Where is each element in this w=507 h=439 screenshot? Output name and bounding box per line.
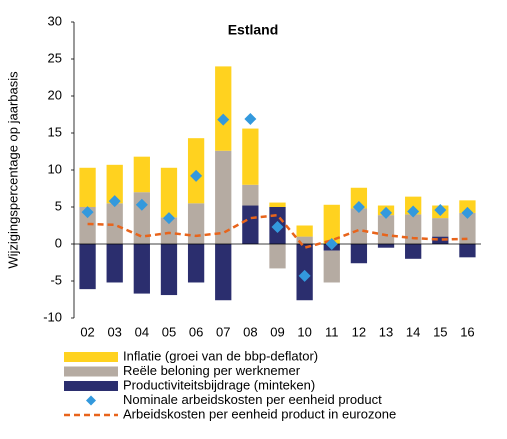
x-tick-label: 16 [460,324,474,339]
bar [79,207,96,244]
diamond [352,201,365,213]
diamond [271,220,284,233]
bar [242,128,259,185]
x-tick-label: 14 [406,324,420,339]
bar [106,164,123,204]
y-tick-label: 25 [48,50,62,65]
legend-swatch [64,352,118,362]
bar [215,244,232,301]
diamond [434,203,447,216]
legend-label: Arbeidskosten per eenheid product in eur… [123,406,396,421]
bar [350,244,368,264]
diamond [244,112,257,125]
bar [296,236,313,244]
bar [215,66,232,151]
bar [242,205,259,244]
y-tick-label: 30 [48,13,62,28]
bar [350,208,368,244]
chart-title: Estland [228,22,279,38]
bar [269,202,286,207]
bar [350,187,368,209]
y-tick-label: 15 [48,124,62,139]
diamond [407,205,420,218]
bar [459,212,476,244]
bar [133,244,150,294]
x-tick-label: 06 [189,324,203,339]
line [87,213,468,250]
bar [187,203,205,244]
bar [79,244,96,290]
legend-swatch [64,381,118,391]
diamond [217,113,230,126]
bar [133,156,150,193]
bar [432,236,449,244]
diamond [380,206,393,219]
y-tick-label: 0 [55,235,62,250]
bar [79,167,96,207]
bar [160,217,178,244]
legend-swatch [86,395,96,406]
legend-label: Nominale arbeidskosten per eenheid produ… [123,392,382,407]
diamond [162,212,175,225]
bar [160,167,178,218]
x-tick-label: 13 [379,324,393,339]
bar [405,214,422,244]
bar [459,200,476,213]
x-tick-label: 04 [135,324,149,339]
bar [269,244,286,269]
x-tick-label: 08 [243,324,257,339]
y-tick-label: 5 [55,198,62,213]
bar [377,215,395,244]
bar [187,244,205,283]
y-axis-label: Wijzigingspercentage op jaarbasis [5,71,20,269]
y-tick-label: -5 [50,272,62,287]
diamond [108,195,121,208]
y-tick-label: 10 [48,161,62,176]
bar [215,150,232,244]
x-tick-label: 03 [107,324,121,339]
bar [106,203,123,244]
diamond [190,169,203,182]
bar [323,204,340,244]
diamond [325,238,338,250]
bar [296,225,313,237]
bar [405,244,422,259]
x-tick-label: 09 [270,324,284,339]
diamond [298,269,311,282]
legend-label: Inflatie (groei van de bbp-deflator) [123,348,318,363]
bar [323,250,340,283]
diamond [461,206,474,219]
x-tick-label: 02 [80,324,94,339]
bar [377,244,395,248]
x-tick-label: 12 [352,324,366,339]
legend-label: Productiviteitsbijdrage (minteken) [123,377,315,392]
bar [106,244,123,283]
legend-swatch [64,366,118,377]
y-tick-label: 20 [48,87,62,102]
bar [242,184,259,206]
y-tick-label: -10 [43,309,62,324]
x-tick-label: 05 [162,324,176,339]
bar [432,218,449,237]
bar [160,244,178,296]
x-tick-label: 15 [433,324,447,339]
bar [459,244,476,258]
diamond [135,198,148,211]
x-tick-label: 11 [325,324,339,339]
diamond [81,206,94,219]
x-tick-label: 10 [297,324,311,339]
legend-label: Reële beloning per werknemer [123,363,301,378]
x-tick-label: 07 [216,324,230,339]
